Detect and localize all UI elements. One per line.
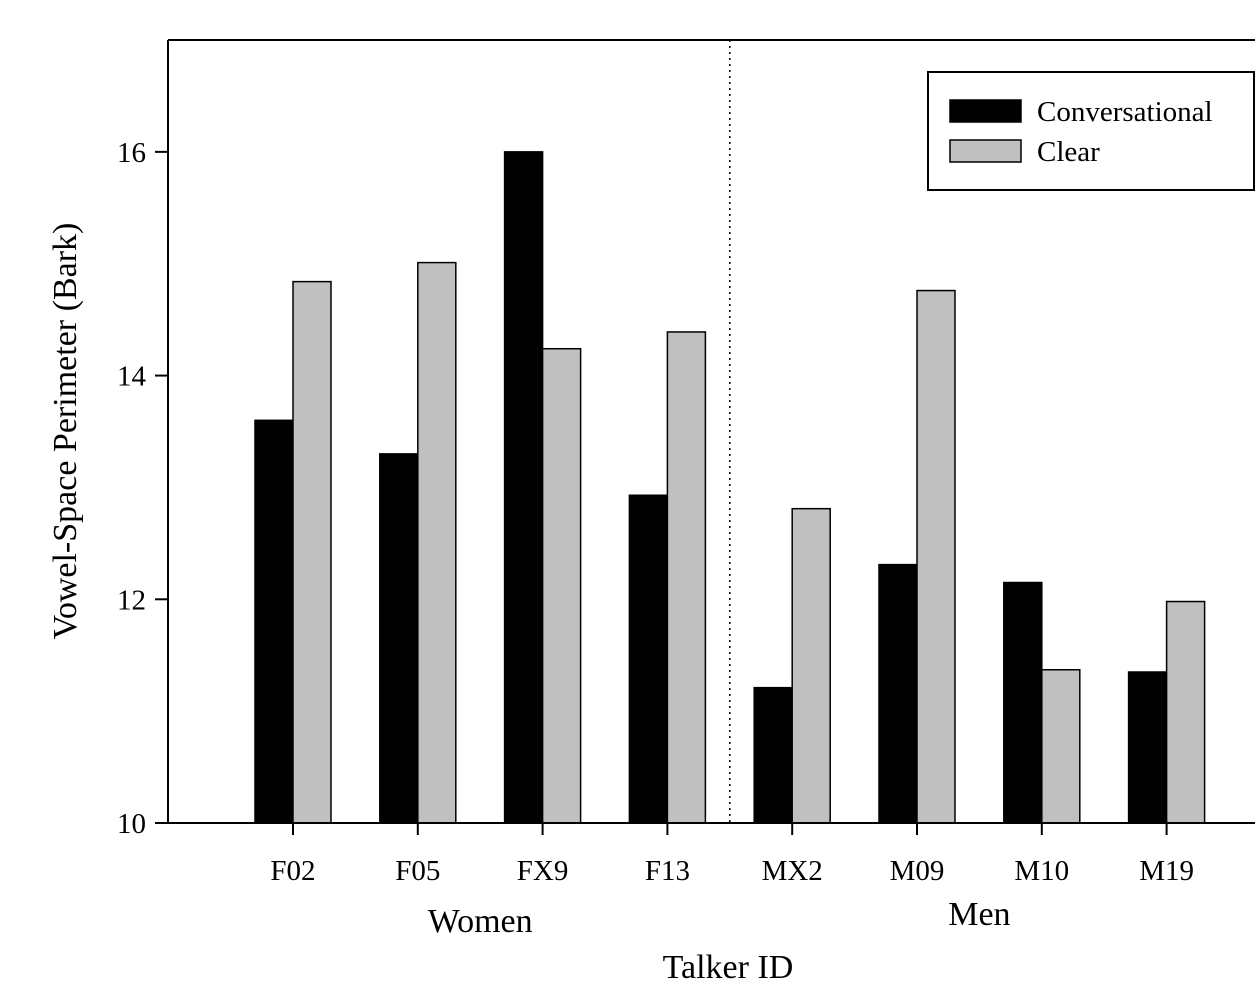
bar-conversational-fx9 — [503, 151, 544, 824]
bars-layer — [254, 151, 1206, 824]
y-axis-title: Vowel-Space Perimeter (Bark) — [47, 223, 84, 640]
bar-clear-mx2 — [791, 507, 831, 824]
x-tick-label-fx9: FX9 — [517, 855, 569, 887]
y-tick-label-10: 10 — [117, 808, 146, 840]
x-tick-label-m10: M10 — [1014, 855, 1069, 887]
legend-swatch-clear — [949, 139, 1022, 163]
x-tick-label-mx2: MX2 — [762, 855, 823, 887]
x-axis-title: Talker ID — [663, 949, 794, 981]
bar-clear-f02 — [292, 280, 332, 824]
x-tick-label-f05: F05 — [395, 855, 440, 887]
x-tick-label-m09: M09 — [890, 855, 945, 887]
bar-clear-m09 — [916, 289, 956, 824]
legend-items: Conversational Clear — [949, 96, 1213, 168]
bar-clear-m10 — [1041, 669, 1081, 824]
group-label-women: Women — [428, 903, 533, 940]
legend-label-conversational: Conversational — [1037, 96, 1213, 128]
bar-conversational-m09 — [878, 563, 918, 824]
axes-layer — [167, 39, 1255, 824]
y-tick-label-12: 12 — [117, 584, 146, 616]
y-tick-label-16: 16 — [117, 137, 146, 169]
bar-conversational-f05 — [379, 453, 419, 824]
legend-box — [927, 71, 1255, 191]
x-tick-label-m19: M19 — [1139, 855, 1194, 887]
ticks-layer: 10 12 14 16 F02 F05 FX9 F13 MX2 M09 M10 M19 — [117, 137, 1194, 887]
bar-clear-m19 — [1165, 600, 1206, 824]
bar-conversational-f02 — [254, 419, 294, 824]
legend-swatch-conversational — [949, 99, 1022, 123]
group-labels-layer: Women Men — [428, 896, 1011, 940]
legend-label-clear: Clear — [1037, 136, 1100, 168]
bar-conversational-m19 — [1127, 671, 1168, 824]
bar-conversational-m10 — [1003, 581, 1043, 824]
bar-clear-f13 — [666, 331, 707, 824]
group-label-men: Men — [948, 896, 1010, 933]
x-tick-label-f13: F13 — [645, 855, 690, 887]
bar-clear-f05 — [417, 261, 457, 824]
bar-conversational-mx2 — [753, 686, 793, 824]
bar-conversational-f13 — [628, 494, 669, 824]
bar-clear-fx9 — [541, 347, 582, 824]
legend: Conversational Clear — [927, 71, 1255, 191]
y-tick-label-14: 14 — [117, 361, 147, 393]
x-tick-label-f02: F02 — [270, 855, 315, 887]
